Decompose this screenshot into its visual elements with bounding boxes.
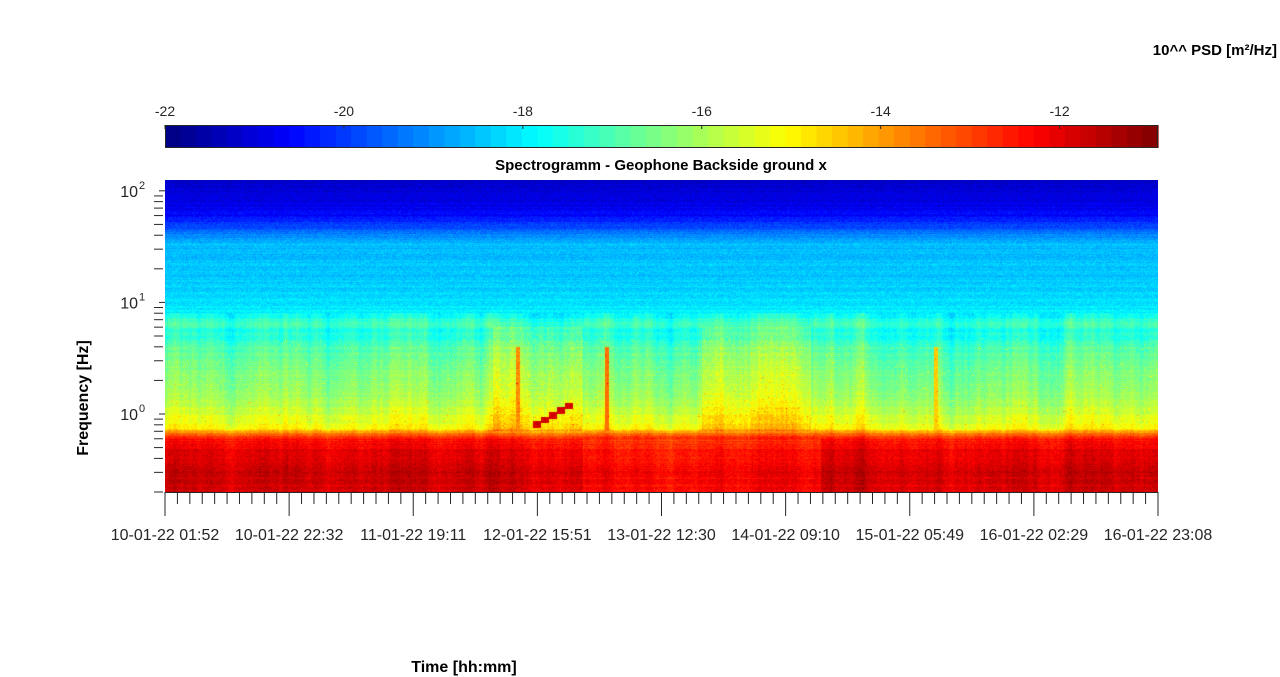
colorbar-tick-label: -18 [513,103,533,119]
colorbar-cell [1002,125,1019,148]
colorbar-cell [196,125,213,148]
x-tick-label: 15-01-22 05:49 [855,527,964,544]
colorbar-tick-label: -14 [871,103,891,119]
colorbar-cell [816,125,833,148]
colorbar-cell [630,125,647,148]
colorbar-cell [180,125,197,148]
colorbar-cell [878,125,895,148]
colorbar-cell [258,125,275,148]
colorbar-cell [537,125,554,148]
colorbar-cell [677,125,694,148]
colorbar-cell [320,125,337,148]
y-tick-exponent: 2 [139,180,145,192]
colorbar-cell [770,125,787,148]
x-tick-label: 12-01-22 15:51 [483,527,592,544]
x-tick-label: 14-01-22 09:10 [731,527,840,544]
colorbar-cell [723,125,740,148]
colorbar-tick-label: -22 [155,103,175,119]
colorbar-cell [304,125,321,148]
colorbar-cell [227,125,244,148]
colorbar-cell [599,125,616,148]
y-tick-label: 10 [120,295,138,312]
colorbar-frame [165,125,1158,148]
y-axis-label: Frequency [Hz] [75,340,92,456]
x-axis-label: Time [hh:mm] [411,659,516,676]
x-tick-label: 16-01-22 02:29 [980,527,1089,544]
colorbar-cell [165,125,182,148]
y-tick-exponent: 1 [139,291,145,303]
colorbar-cell [832,125,849,148]
colorbar-cell [583,125,601,148]
colorbar-cell [242,125,259,148]
x-tick-label: 13-01-22 12:30 [607,527,716,544]
colorbar-cell [754,125,771,148]
colorbar-cell [847,125,864,148]
colorbar-cell [490,125,507,148]
colorbar-cell [925,125,942,148]
colorbar-cell [708,125,725,148]
y-tick-exponent: 0 [139,403,145,415]
colorbar-cell [956,125,973,148]
colorbar-tick-label: -12 [1049,103,1069,119]
colorbar-cell [785,125,802,148]
colorbar-cell [335,125,352,148]
colorbar-cell [1111,125,1128,148]
spectrogram-heatmap [165,180,1158,492]
x-tick-label: 11-01-22 19:11 [360,527,466,544]
colorbar-cell [351,125,368,148]
colorbar-cell [211,125,228,148]
colorbar-cell [289,125,306,148]
colorbar-cell [521,125,538,148]
chart-title: Spectrogramm - Geophone Backside ground … [495,157,827,174]
colorbar-cell [645,125,663,148]
x-tick-label: 10-01-22 22:32 [235,527,344,544]
colorbar-cell [1126,125,1144,148]
colorbar-tick-label: -16 [692,103,712,119]
colorbar-cell [506,125,523,148]
colorbar-cell [552,125,570,148]
colorbar-cell [397,125,414,148]
colorbar-cell [894,125,911,148]
colorbar-cell [1064,125,1082,148]
y-tick-label: 10 [120,407,138,424]
colorbar-label: 10^^ PSD [m²/Hz] [1153,42,1277,59]
colorbar-cell [971,125,988,148]
x-tick-label: 10-01-22 01:52 [111,527,220,544]
colorbar-cell [1018,125,1035,148]
colorbar-cell [382,125,399,148]
colorbar-cell [1142,125,1159,148]
colorbar-cell [428,125,445,148]
colorbar-cell [909,125,926,148]
colorbar-cell [475,125,492,148]
colorbar-cell [568,125,585,148]
colorbar-cell [614,125,632,148]
colorbar-cell [413,125,430,148]
colorbar-cell [739,125,756,148]
colorbar-cell [940,125,957,148]
colorbar-cell [661,125,678,148]
colorbar-cell [459,125,476,148]
x-tick-label: 16-01-22 23:08 [1104,527,1213,544]
colorbar-cell [987,125,1004,148]
colorbar-cell [366,125,383,148]
colorbar-cell [444,125,461,148]
colorbar-cell [801,125,818,148]
colorbar-cell [692,125,709,148]
colorbar-cell [1080,125,1097,148]
x-axis: 10-01-22 01:52 10-01-22 22:32 11-01-22 19:… [111,492,1213,544]
colorbar-cell [273,125,290,148]
colorbar-cell [863,125,880,148]
colorbar-cell [1095,125,1113,148]
y-tick-label: 10 [120,184,138,201]
colorbar: -22 -20 -18 -16 -14 -12 [155,103,1159,148]
colorbar-tick-label: -20 [334,103,354,119]
colorbar-cell [1049,125,1066,148]
colorbar-cell [1033,125,1050,148]
